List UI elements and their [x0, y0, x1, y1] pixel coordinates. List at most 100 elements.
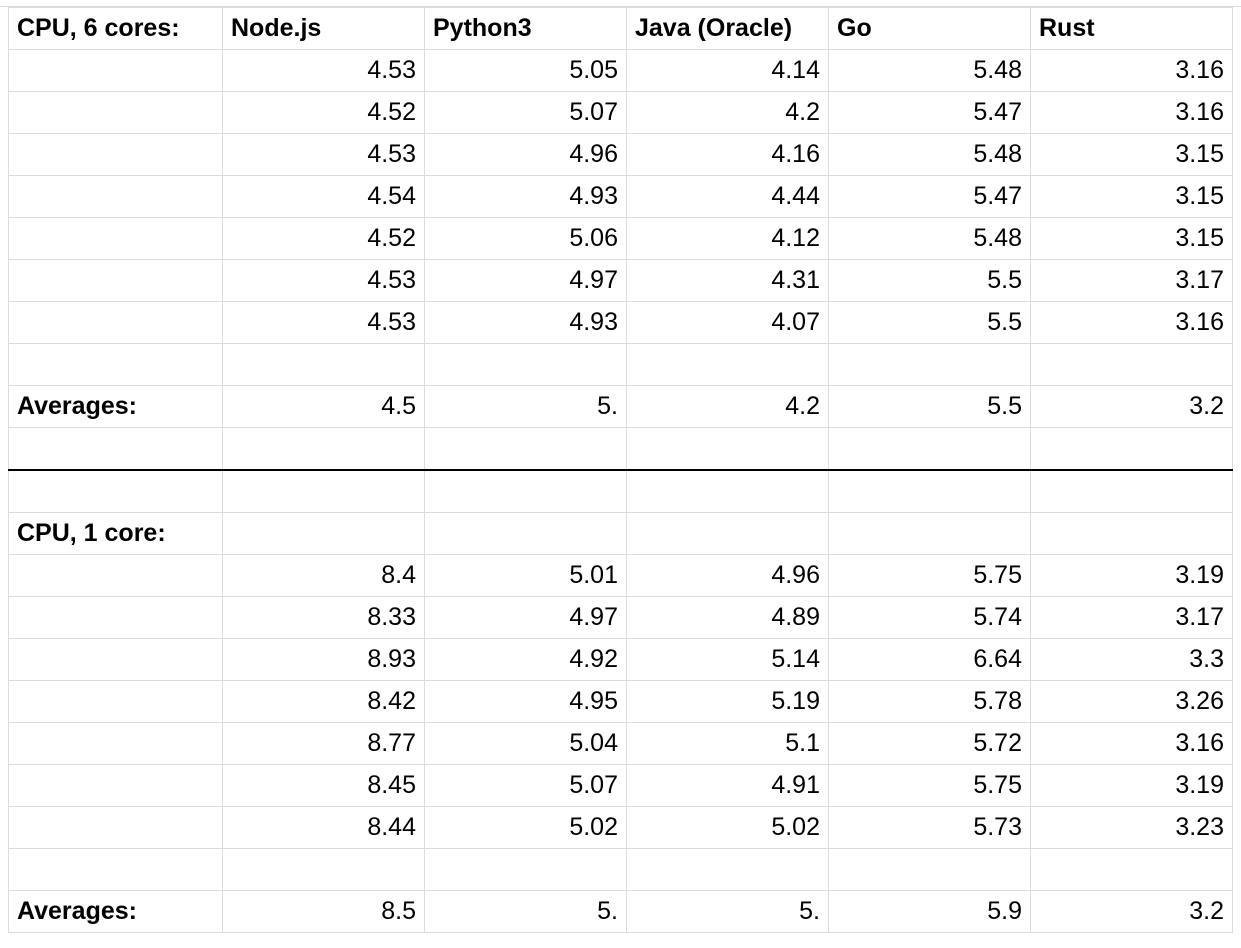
value-cell[interactable]: 4.53: [222, 49, 425, 92]
row-label-cell[interactable]: [8, 91, 223, 134]
value-cell[interactable]: [1030, 512, 1233, 555]
value-cell[interactable]: 5.01: [424, 554, 627, 597]
value-cell[interactable]: [424, 343, 627, 386]
column-header-cell[interactable]: Java (Oracle): [626, 7, 829, 50]
value-cell[interactable]: 8.33: [222, 596, 425, 639]
value-cell[interactable]: 5.: [424, 385, 627, 428]
value-cell[interactable]: [222, 469, 425, 513]
value-cell[interactable]: 3.19: [1030, 554, 1233, 597]
value-cell[interactable]: 4.91: [626, 764, 829, 807]
value-cell[interactable]: 3.26: [1030, 680, 1233, 723]
row-label-cell[interactable]: [8, 722, 223, 765]
value-cell[interactable]: 5.05: [424, 49, 627, 92]
value-cell[interactable]: [626, 427, 829, 471]
row-label-cell[interactable]: [8, 427, 223, 471]
value-cell[interactable]: 5.: [424, 890, 627, 933]
value-cell[interactable]: [626, 469, 829, 513]
column-header-cell[interactable]: Rust: [1030, 7, 1233, 50]
value-cell[interactable]: 5.48: [828, 133, 1031, 176]
value-cell[interactable]: 8.44: [222, 806, 425, 849]
value-cell[interactable]: 4.97: [424, 259, 627, 302]
value-cell[interactable]: [626, 512, 829, 555]
value-cell[interactable]: [222, 427, 425, 471]
value-cell[interactable]: [222, 343, 425, 386]
value-cell[interactable]: 8.93: [222, 638, 425, 681]
value-cell[interactable]: 4.93: [424, 175, 627, 218]
value-cell[interactable]: [222, 848, 425, 891]
value-cell[interactable]: 3.15: [1030, 217, 1233, 260]
value-cell[interactable]: 5.48: [828, 49, 1031, 92]
value-cell[interactable]: 3.17: [1030, 259, 1233, 302]
row-label-cell[interactable]: CPU, 6 cores:: [8, 7, 223, 50]
value-cell[interactable]: 3.16: [1030, 722, 1233, 765]
row-label-cell[interactable]: [8, 259, 223, 302]
value-cell[interactable]: [424, 469, 627, 513]
row-label-cell[interactable]: [8, 469, 223, 513]
row-label-cell[interactable]: [8, 680, 223, 723]
column-header-cell[interactable]: Python3: [424, 7, 627, 50]
value-cell[interactable]: 5.5: [828, 385, 1031, 428]
value-cell[interactable]: 3.2: [1030, 385, 1233, 428]
value-cell[interactable]: [828, 512, 1031, 555]
value-cell[interactable]: 4.16: [626, 133, 829, 176]
value-cell[interactable]: 4.31: [626, 259, 829, 302]
value-cell[interactable]: 4.14: [626, 49, 829, 92]
value-cell[interactable]: [828, 848, 1031, 891]
value-cell[interactable]: 4.12: [626, 217, 829, 260]
row-label-cell[interactable]: [8, 848, 223, 891]
value-cell[interactable]: 5.74: [828, 596, 1031, 639]
value-cell[interactable]: 8.42: [222, 680, 425, 723]
value-cell[interactable]: [424, 848, 627, 891]
value-cell[interactable]: 8.77: [222, 722, 425, 765]
row-label-cell[interactable]: [8, 554, 223, 597]
value-cell[interactable]: 5.47: [828, 175, 1031, 218]
value-cell[interactable]: 8.45: [222, 764, 425, 807]
value-cell[interactable]: 5.1: [626, 722, 829, 765]
value-cell[interactable]: 4.96: [424, 133, 627, 176]
value-cell[interactable]: 5.9: [828, 890, 1031, 933]
row-label-cell[interactable]: [8, 343, 223, 386]
value-cell[interactable]: 5.73: [828, 806, 1031, 849]
value-cell[interactable]: 4.92: [424, 638, 627, 681]
value-cell[interactable]: 4.93: [424, 301, 627, 344]
value-cell[interactable]: 3.15: [1030, 175, 1233, 218]
column-header-cell[interactable]: Go: [828, 7, 1031, 50]
value-cell[interactable]: 4.5: [222, 385, 425, 428]
value-cell[interactable]: 4.07: [626, 301, 829, 344]
value-cell[interactable]: 4.95: [424, 680, 627, 723]
value-cell[interactable]: 5.07: [424, 764, 627, 807]
value-cell[interactable]: 4.54: [222, 175, 425, 218]
value-cell[interactable]: 5.72: [828, 722, 1031, 765]
row-label-cell[interactable]: Averages:: [8, 890, 223, 933]
value-cell[interactable]: 3.3: [1030, 638, 1233, 681]
value-cell[interactable]: 4.89: [626, 596, 829, 639]
value-cell[interactable]: [626, 343, 829, 386]
value-cell[interactable]: 5.02: [626, 806, 829, 849]
row-label-cell[interactable]: [8, 596, 223, 639]
value-cell[interactable]: [1030, 848, 1233, 891]
value-cell[interactable]: 5.48: [828, 217, 1031, 260]
row-label-cell[interactable]: [8, 638, 223, 681]
value-cell[interactable]: 5.06: [424, 217, 627, 260]
value-cell[interactable]: [828, 469, 1031, 513]
value-cell[interactable]: 4.52: [222, 217, 425, 260]
value-cell[interactable]: [424, 512, 627, 555]
value-cell[interactable]: 4.52: [222, 91, 425, 134]
value-cell[interactable]: 5.5: [828, 259, 1031, 302]
value-cell[interactable]: 3.16: [1030, 91, 1233, 134]
value-cell[interactable]: [1030, 343, 1233, 386]
value-cell[interactable]: 5.: [626, 890, 829, 933]
value-cell[interactable]: 4.96: [626, 554, 829, 597]
row-label-cell[interactable]: CPU, 1 core:: [8, 512, 223, 555]
value-cell[interactable]: 3.16: [1030, 49, 1233, 92]
value-cell[interactable]: 5.5: [828, 301, 1031, 344]
value-cell[interactable]: 5.75: [828, 554, 1031, 597]
value-cell[interactable]: [1030, 427, 1233, 471]
value-cell[interactable]: 4.2: [626, 385, 829, 428]
value-cell[interactable]: 4.53: [222, 259, 425, 302]
value-cell[interactable]: 5.78: [828, 680, 1031, 723]
value-cell[interactable]: [424, 427, 627, 471]
value-cell[interactable]: 3.19: [1030, 764, 1233, 807]
row-label-cell[interactable]: Averages:: [8, 385, 223, 428]
value-cell[interactable]: [828, 427, 1031, 471]
